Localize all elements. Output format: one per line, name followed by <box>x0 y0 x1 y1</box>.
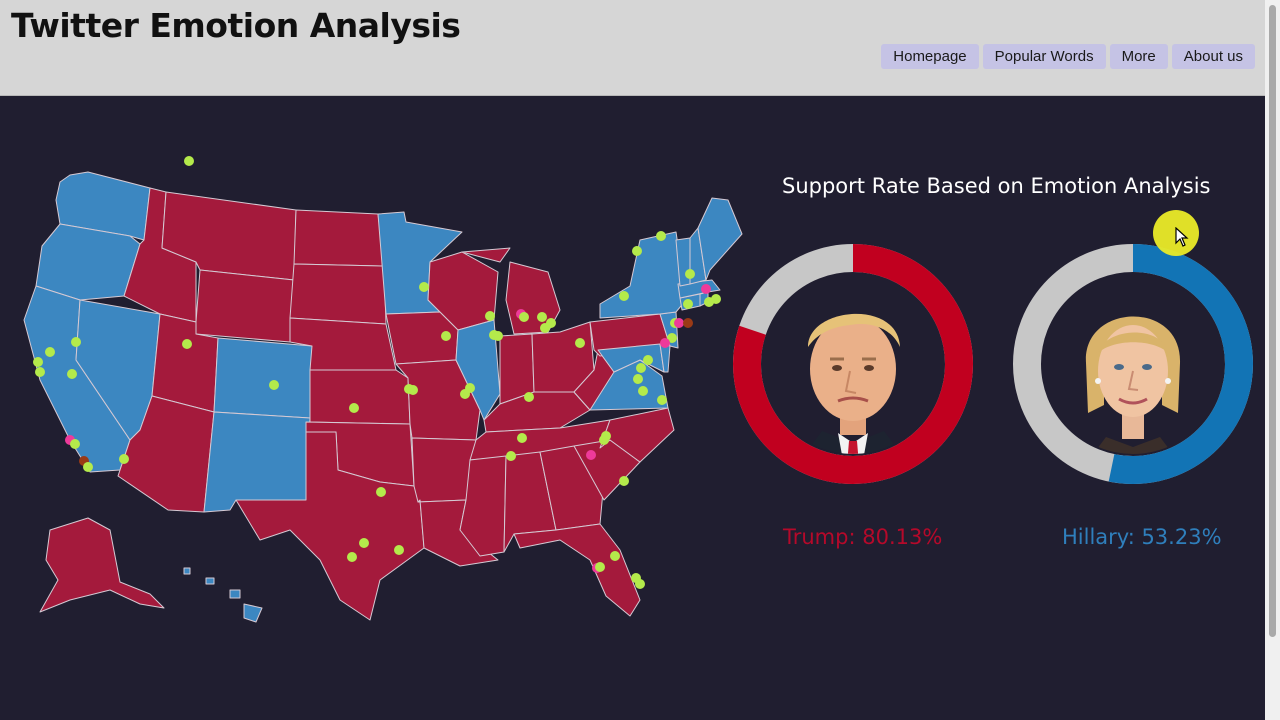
tweet-dot[interactable] <box>537 312 547 322</box>
nav-about-us[interactable]: About us <box>1171 44 1255 69</box>
tweet-dot[interactable] <box>376 487 386 497</box>
site-header: Twitter Emotion Analysis Homepage Popula… <box>0 0 1265 96</box>
tweet-dot[interactable] <box>184 156 194 166</box>
tweet-dot[interactable] <box>119 454 129 464</box>
tweet-dot[interactable] <box>610 551 620 561</box>
tweet-dot[interactable] <box>67 369 77 379</box>
tweet-dot[interactable] <box>33 357 43 367</box>
tweet-dot[interactable] <box>485 311 495 321</box>
trump-support-label: Trump: 80.13% <box>783 525 943 549</box>
state-or[interactable] <box>35 223 141 301</box>
tweet-dot[interactable] <box>619 291 629 301</box>
tweet-dot[interactable] <box>546 318 556 328</box>
tweet-dot[interactable] <box>711 294 721 304</box>
state-ks[interactable] <box>309 369 411 425</box>
tweet-dot[interactable] <box>657 395 667 405</box>
tweet-dot[interactable] <box>701 284 711 294</box>
state-md[interactable] <box>597 343 665 373</box>
hillary-portrait <box>1043 274 1223 454</box>
state-ny[interactable] <box>599 231 687 319</box>
state-me[interactable] <box>697 197 743 281</box>
tweet-dot[interactable] <box>349 403 359 413</box>
tweet-dot[interactable] <box>45 347 55 357</box>
tweet-dot[interactable] <box>465 383 475 393</box>
tweet-dot[interactable] <box>638 386 648 396</box>
state-nc[interactable] <box>599 407 675 463</box>
tweet-dot[interactable] <box>269 380 279 390</box>
tweet-dot[interactable] <box>656 231 666 241</box>
tweet-dot[interactable] <box>595 562 605 572</box>
tweet-dot[interactable] <box>359 538 369 548</box>
tweet-dot[interactable] <box>575 338 585 348</box>
tweet-dot[interactable] <box>70 439 80 449</box>
main-nav: Homepage Popular Words More About us <box>881 44 1255 69</box>
page-scrollbar[interactable] <box>1265 0 1280 720</box>
tweet-dot[interactable] <box>643 355 653 365</box>
tweet-dot[interactable] <box>674 318 684 328</box>
tweet-dot[interactable] <box>35 367 45 377</box>
scrollbar-thumb[interactable] <box>1269 5 1276 637</box>
tweet-dot[interactable] <box>506 451 516 461</box>
tweet-dot[interactable] <box>441 331 451 341</box>
us-election-map <box>23 156 743 623</box>
site-title: Twitter Emotion Analysis <box>11 6 461 45</box>
tweet-dot[interactable] <box>493 331 503 341</box>
state-wy[interactable] <box>195 269 295 343</box>
mouse-cursor-icon <box>1175 227 1189 247</box>
nav-homepage[interactable]: Homepage <box>881 44 979 69</box>
trump-support-donut <box>733 244 973 484</box>
tweet-dot[interactable] <box>685 269 695 279</box>
trump-donut-arc <box>733 244 973 484</box>
state-fl[interactable] <box>513 523 641 617</box>
tweet-dot[interactable] <box>667 333 677 343</box>
tweet-dot[interactable] <box>394 545 404 555</box>
tweet-dot[interactable] <box>419 282 429 292</box>
state-nd[interactable] <box>293 209 385 267</box>
tweet-markers <box>33 156 721 589</box>
state-hi[interactable] <box>183 567 263 623</box>
tweet-dot[interactable] <box>347 552 357 562</box>
tweet-dot[interactable] <box>601 431 611 441</box>
tweet-dot[interactable] <box>683 318 693 328</box>
tweet-dot[interactable] <box>660 338 670 348</box>
tweet-dot[interactable] <box>632 246 642 256</box>
tweet-dot[interactable] <box>683 299 693 309</box>
trump-portrait <box>763 274 943 454</box>
state-nm[interactable] <box>203 411 311 513</box>
tweet-dot[interactable] <box>636 363 646 373</box>
tweet-dot[interactable] <box>408 385 418 395</box>
tweet-dot[interactable] <box>635 579 645 589</box>
hillary-support-label: Hillary: 53.23% <box>1062 525 1222 549</box>
tweet-dot[interactable] <box>619 476 629 486</box>
support-rate-title: Support Rate Based on Emotion Analysis <box>782 174 1211 198</box>
tweet-dot[interactable] <box>517 433 527 443</box>
tweet-dot[interactable] <box>586 450 596 460</box>
tweet-dot[interactable] <box>633 374 643 384</box>
tweet-dot[interactable] <box>524 392 534 402</box>
hillary-support-donut <box>1013 244 1253 484</box>
tweet-dot[interactable] <box>71 337 81 347</box>
nav-more[interactable]: More <box>1109 44 1168 69</box>
state-ak[interactable] <box>39 517 165 613</box>
state-co[interactable] <box>213 337 313 419</box>
nav-popular-words[interactable]: Popular Words <box>982 44 1106 69</box>
tweet-dot[interactable] <box>519 312 529 322</box>
state-tx[interactable] <box>235 431 425 621</box>
state-sd[interactable] <box>289 263 387 325</box>
tweet-dot[interactable] <box>182 339 192 349</box>
hillary-donut-arc <box>1013 244 1253 484</box>
tweet-dot[interactable] <box>83 462 93 472</box>
